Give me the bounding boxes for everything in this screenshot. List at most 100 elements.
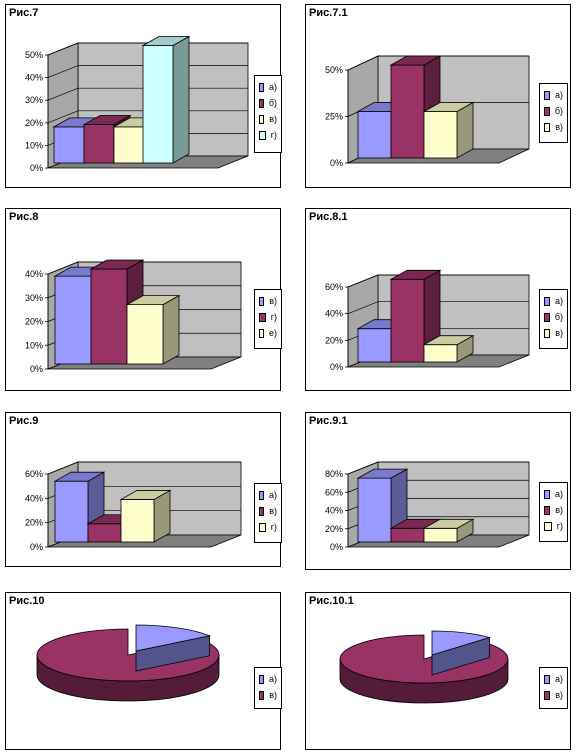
pie-slice-а <box>431 630 491 656</box>
figure-title: Рис.10.1 <box>309 595 354 607</box>
legend-swatch <box>259 490 264 500</box>
legend-swatch <box>544 328 551 338</box>
figure-title: Рис.9 <box>9 415 39 427</box>
legend-swatch <box>259 82 264 92</box>
gridline <box>47 461 241 475</box>
legend-swatch <box>544 312 550 322</box>
bar-г <box>141 35 191 164</box>
y-tick-label: 30% <box>25 95 43 105</box>
legend-label: в) <box>555 122 563 132</box>
legend-item: в) <box>259 293 277 309</box>
bar-в <box>422 101 475 159</box>
legend-swatch <box>259 296 265 306</box>
pie-slice-а <box>135 624 212 652</box>
y-tick-label: 60% <box>325 282 343 292</box>
figure-panel-fig9-1: 0% 20% 40% 60% 80% Рис.9.1 а) в) г) <box>305 412 571 570</box>
legend-swatch <box>259 98 264 108</box>
figure-panel-fig10-1: Рис.10.1 а) в) <box>305 592 571 750</box>
bar-top <box>389 55 442 66</box>
legend-label: г) <box>270 130 277 140</box>
bar-top <box>119 490 172 500</box>
bar-top <box>125 295 181 306</box>
figure-panel-fig10: Рис.10 а) в) <box>5 592 282 750</box>
pie-chart <box>36 624 220 702</box>
legend-label: а) <box>268 674 277 684</box>
legend-swatch <box>259 114 265 124</box>
legend-label: е) <box>268 328 277 338</box>
y-tick-label: 80% <box>325 469 343 479</box>
bar-top <box>422 335 475 346</box>
legend-swatch <box>259 130 266 140</box>
bar-side <box>456 101 474 159</box>
legend-item: а) <box>544 486 563 502</box>
figure-title: Рис.7 <box>9 7 39 19</box>
legend-label: а) <box>554 674 563 684</box>
legend-swatch <box>259 690 265 700</box>
legend-label: б) <box>554 106 563 116</box>
legend-item: г) <box>544 518 563 534</box>
bar-front <box>423 527 458 543</box>
legend-swatch <box>544 489 550 499</box>
legend-swatch <box>544 296 550 306</box>
legend-label: а) <box>554 489 563 499</box>
legend-item: а) <box>544 671 563 687</box>
bar-front <box>423 344 458 363</box>
legend-item: а) <box>544 87 563 103</box>
bar-front <box>53 126 85 164</box>
bar-front <box>390 278 425 363</box>
figure-panel-fig8-1: 0% 20% 40% 60% Рис.8.1 а) б) в) <box>305 208 571 391</box>
legend-swatch <box>259 674 264 684</box>
legend-swatch <box>544 106 550 116</box>
legend: а) в) г) <box>254 483 282 543</box>
bar-side <box>172 35 190 164</box>
figure-title: Рис.8 <box>9 211 39 223</box>
legend-label: в) <box>269 506 277 516</box>
bar-г <box>119 489 172 543</box>
y-tick-label: 20% <box>325 524 343 534</box>
figure-panel-fig7-1: 0% 25% 50% Рис.7.1 а) б) в) <box>305 4 571 188</box>
legend-item: б) <box>544 103 563 119</box>
gridline <box>347 301 529 314</box>
bar-front <box>90 268 128 365</box>
legend-item: б) <box>544 309 563 325</box>
legend-item: г) <box>259 127 277 143</box>
y-tick-label: 20% <box>25 518 43 528</box>
bar-top <box>356 468 409 479</box>
bar-front <box>390 527 425 543</box>
legend: а) в) г) <box>539 482 568 542</box>
bar-top <box>422 518 475 529</box>
y-tick-label: 10% <box>25 140 43 150</box>
figure-title: Рис.10 <box>9 595 45 607</box>
bar-front <box>357 328 392 363</box>
gridline <box>47 42 248 56</box>
bar-chart: 0% 20% 40% 60% <box>25 461 242 552</box>
legend-swatch <box>259 522 266 532</box>
legend-item: в) <box>544 687 563 703</box>
gridline <box>347 274 529 288</box>
legend-item: в) <box>259 687 277 703</box>
pie-slice-в <box>36 628 220 682</box>
legend-label: в) <box>555 328 563 338</box>
legend-swatch <box>544 505 551 515</box>
legend-label: в) <box>555 690 563 700</box>
legend-label: г) <box>556 521 563 531</box>
legend-label: в) <box>555 505 563 515</box>
bar-top <box>82 115 132 125</box>
legend-item: г) <box>259 309 277 325</box>
bar-chart: 0% 20% 40% 60% 80% <box>325 461 530 552</box>
legend-label: в) <box>269 690 277 700</box>
gridline <box>47 110 248 124</box>
y-tick-label: 0% <box>330 158 343 168</box>
legend: а) в) <box>254 667 282 709</box>
y-tick-label: 50% <box>325 65 343 75</box>
y-tick-label: 60% <box>25 469 43 479</box>
bar-chart: 0% 10% 20% 30% 40% <box>25 259 242 374</box>
legend-swatch <box>544 674 550 684</box>
legend: а) б) в) <box>539 289 568 349</box>
legend-swatch <box>259 506 265 516</box>
bar-top <box>389 269 442 280</box>
figure-panel-fig7: 0% 10% 20% 30% 40% 50% Рис.7 а) б) в) г) <box>5 4 282 188</box>
legend-item: в) <box>544 502 563 518</box>
legend-label: в) <box>269 296 277 306</box>
bar-front <box>126 304 164 365</box>
